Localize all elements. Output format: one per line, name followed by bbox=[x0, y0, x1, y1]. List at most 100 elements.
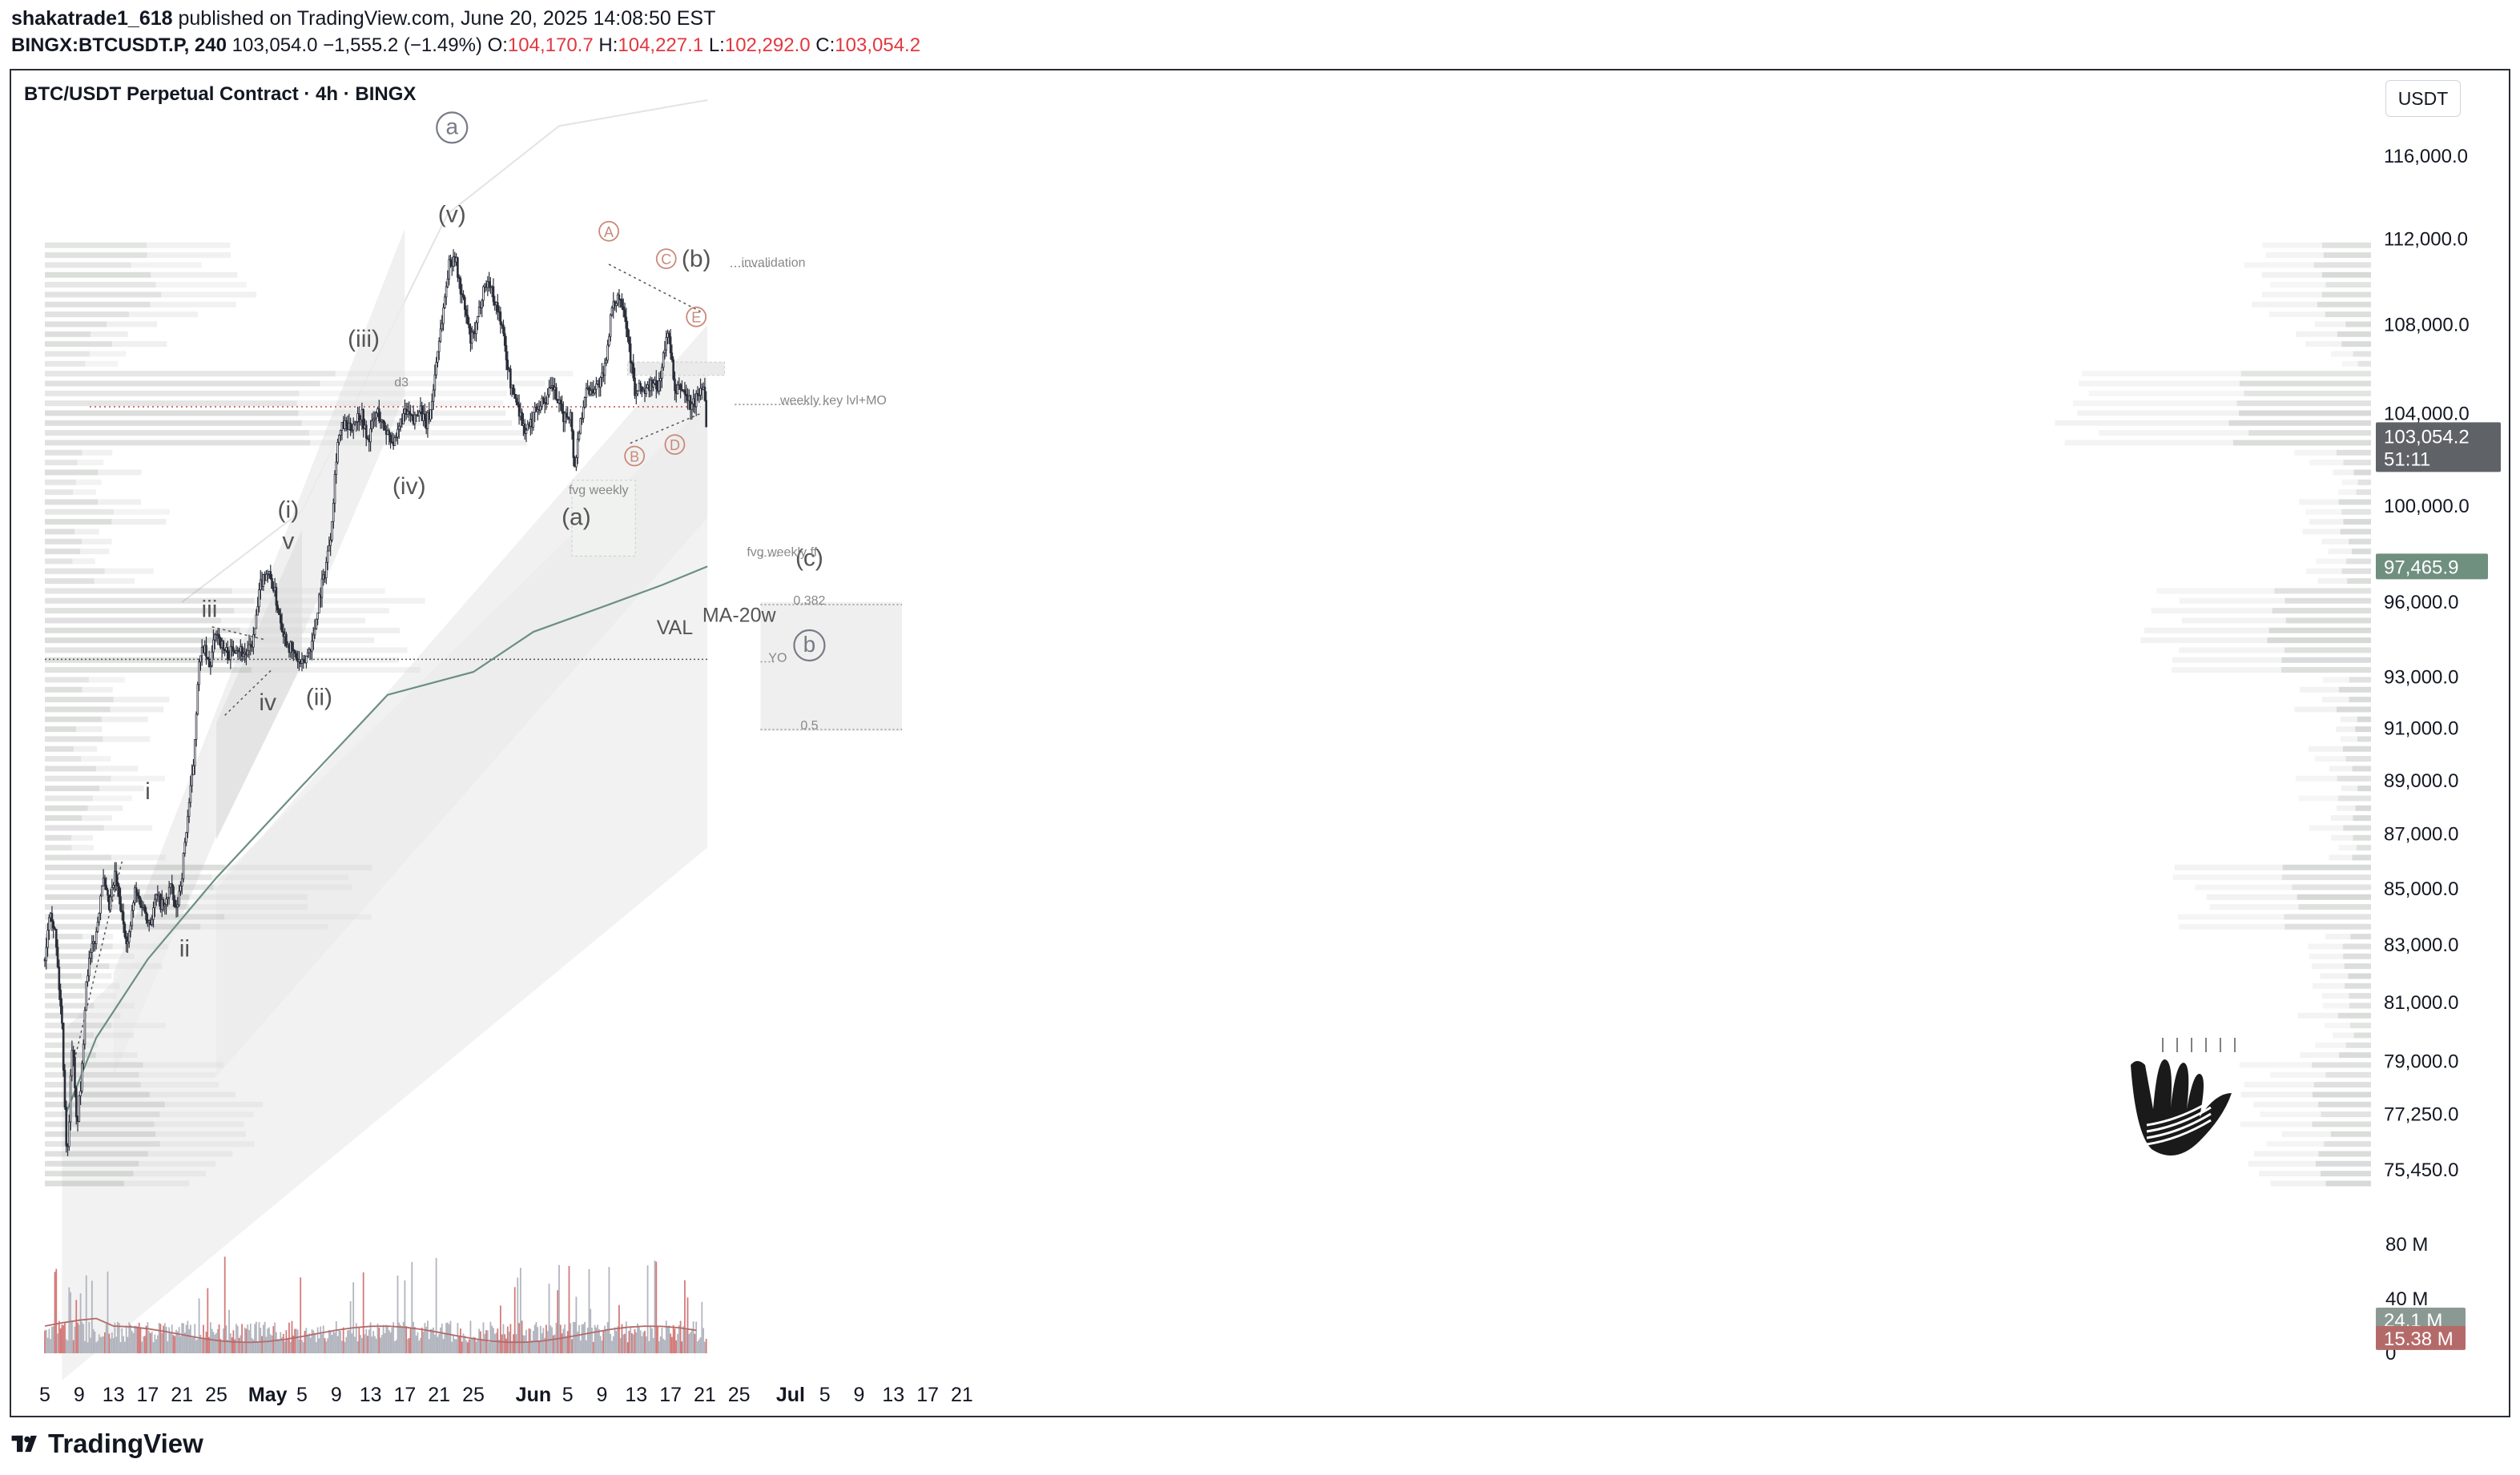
volume-bar bbox=[585, 1340, 587, 1353]
candle-body bbox=[397, 425, 401, 430]
vp-bar-right bbox=[2349, 1023, 2371, 1029]
candle-body bbox=[464, 297, 466, 310]
volume-bar bbox=[272, 1326, 275, 1353]
vp-bar-left-value bbox=[150, 301, 236, 307]
volume-bar bbox=[175, 1329, 177, 1353]
volume-bar bbox=[292, 1335, 295, 1353]
volume-bar bbox=[159, 1324, 162, 1353]
candle-body bbox=[658, 380, 661, 392]
vp-bar-left bbox=[45, 460, 78, 466]
candle-body bbox=[395, 436, 397, 439]
volume-bar bbox=[422, 1331, 425, 1353]
wave-label: a bbox=[445, 114, 458, 139]
volume-bar bbox=[203, 1337, 206, 1353]
y-tick-label: 87,000.0 bbox=[2384, 824, 2458, 846]
candle-body bbox=[209, 665, 212, 667]
volume-bar bbox=[72, 1340, 74, 1353]
tradingview-footer[interactable]: TradingView bbox=[11, 1429, 203, 1459]
candle-body bbox=[63, 1070, 66, 1108]
vp-bar-left bbox=[45, 874, 212, 881]
triangle-circle bbox=[624, 445, 646, 467]
candle-body bbox=[670, 352, 674, 360]
candle-body bbox=[585, 388, 588, 398]
vp-bar-right-value bbox=[2314, 321, 2346, 328]
candle-body bbox=[50, 913, 54, 922]
candle-body bbox=[305, 655, 308, 664]
vp-bar-left-value bbox=[73, 746, 98, 752]
candle-body bbox=[255, 614, 258, 629]
vp-bar-right bbox=[2350, 934, 2371, 940]
currency-unit-button[interactable]: USDT bbox=[2385, 80, 2461, 117]
volume-bar bbox=[141, 1341, 143, 1353]
volume-bar bbox=[183, 1332, 186, 1353]
x-tick-label: 13 bbox=[103, 1384, 125, 1406]
wave-label: i bbox=[145, 778, 151, 805]
volume-bar bbox=[242, 1341, 244, 1353]
triangle-circle bbox=[655, 248, 677, 269]
volume-bar bbox=[54, 1272, 56, 1353]
candle-body bbox=[430, 400, 433, 411]
candle-body bbox=[74, 1087, 78, 1118]
candle-body bbox=[145, 911, 147, 921]
vp-bar-right-value bbox=[2244, 1082, 2314, 1088]
vp-bar-right bbox=[2357, 716, 2371, 722]
wave-channel-small bbox=[216, 529, 302, 840]
vp-bar-right bbox=[2341, 508, 2371, 515]
candle-body bbox=[559, 400, 562, 404]
candle-body bbox=[152, 907, 155, 920]
volume-bar bbox=[191, 1337, 193, 1353]
candle-body bbox=[382, 420, 384, 424]
candle-body bbox=[78, 1095, 81, 1122]
tradingview-logo-icon bbox=[11, 1435, 37, 1453]
candle-body bbox=[674, 378, 676, 392]
candle-body bbox=[109, 896, 112, 910]
candle-body bbox=[435, 361, 437, 376]
candle-body bbox=[275, 587, 278, 606]
vp-bar-left bbox=[45, 923, 201, 930]
vp-bar-right-value bbox=[2171, 667, 2281, 673]
candle-body bbox=[502, 324, 505, 334]
author[interactable]: shakatrade1_618 bbox=[11, 7, 173, 30]
vp-bar-left bbox=[45, 825, 104, 831]
candle-body bbox=[349, 422, 352, 431]
candle-body bbox=[83, 1010, 87, 1045]
candle-body bbox=[271, 578, 273, 589]
vp-bar-left-value bbox=[73, 489, 96, 496]
vp-bar-left bbox=[45, 291, 162, 298]
volume-bar bbox=[435, 1257, 437, 1353]
vp-bar-right-value bbox=[2295, 775, 2337, 782]
vp-bar-right bbox=[2285, 597, 2371, 604]
volume-bar bbox=[249, 1323, 252, 1353]
vp-bar-left-value bbox=[140, 1082, 219, 1088]
vp-bar-left-value bbox=[82, 815, 112, 822]
vp-bar-right bbox=[2342, 943, 2371, 950]
vp-bar-right bbox=[2312, 1062, 2371, 1068]
vp-bar-right-value bbox=[2341, 479, 2358, 485]
volume-bar bbox=[312, 1330, 315, 1353]
candle-body bbox=[384, 422, 386, 431]
volume-bar bbox=[121, 1328, 123, 1353]
volume-bar bbox=[690, 1332, 691, 1353]
candle-body bbox=[248, 644, 251, 652]
volume-bar bbox=[196, 1339, 199, 1353]
volume-bar bbox=[347, 1330, 348, 1353]
vp-bar-right-value bbox=[2253, 1101, 2319, 1107]
candle-body bbox=[335, 461, 338, 475]
vp-bar-right bbox=[2325, 311, 2371, 318]
volume-bar bbox=[50, 1339, 52, 1353]
volume-bar bbox=[628, 1330, 630, 1353]
candle-body bbox=[595, 384, 598, 390]
volume-bar bbox=[227, 1340, 229, 1353]
volume-bar bbox=[309, 1337, 312, 1353]
candle-body bbox=[54, 927, 56, 930]
vp-bar-right-value bbox=[2064, 440, 2233, 446]
vp-bar-right bbox=[2357, 360, 2371, 367]
vp-bar-right-value bbox=[2302, 529, 2341, 535]
candle-body bbox=[266, 573, 269, 576]
vp-bar-right-value bbox=[2240, 1091, 2313, 1098]
volume-bar bbox=[83, 1324, 85, 1353]
volume-bar bbox=[148, 1331, 151, 1353]
volume-bar bbox=[301, 1340, 303, 1353]
volume-bar bbox=[599, 1336, 602, 1353]
